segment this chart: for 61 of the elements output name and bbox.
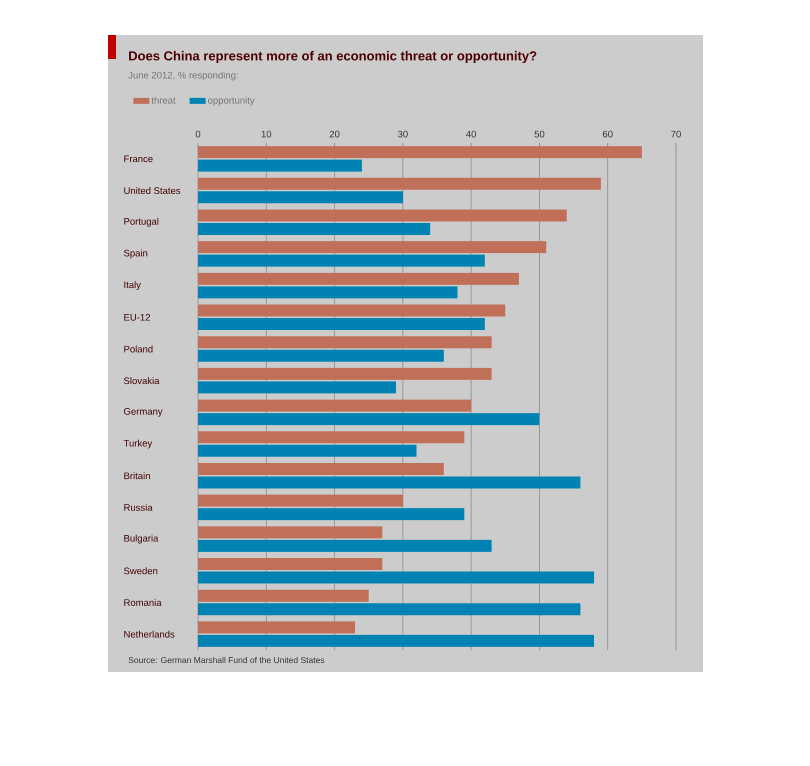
x-tick-label: 40 xyxy=(466,130,476,138)
y-tick-label: Portugal xyxy=(124,218,158,227)
bar xyxy=(198,160,362,172)
y-tick-label: Spain xyxy=(124,249,148,258)
y-tick-label: Britain xyxy=(124,472,150,480)
bar xyxy=(198,621,356,634)
bar xyxy=(198,400,472,412)
bar xyxy=(198,146,642,158)
bar xyxy=(198,590,369,602)
y-tick-label: Germany xyxy=(124,408,163,417)
y-tick-label: Slovakia xyxy=(124,377,160,384)
y-tick-label: Bulgaria xyxy=(124,534,158,544)
x-tick-label: 50 xyxy=(534,130,544,138)
bar xyxy=(198,254,485,267)
bar xyxy=(198,304,506,317)
bar xyxy=(198,222,430,235)
y-tick-label: EU-12 xyxy=(124,314,150,321)
chart-subtitle: June 2012, % responding: xyxy=(128,72,238,80)
bar xyxy=(198,350,444,362)
bar xyxy=(198,178,601,190)
bar xyxy=(198,241,546,254)
bar xyxy=(198,413,540,426)
bar xyxy=(198,508,464,520)
legend-label: threat xyxy=(151,96,176,104)
bar xyxy=(198,336,492,348)
y-tick-label: Russia xyxy=(124,504,153,511)
x-tick-label: 20 xyxy=(330,130,340,138)
source-note: Source: German Marshall Fund of the United States xyxy=(128,656,324,664)
x-tick-label: 70 xyxy=(671,130,681,138)
bar xyxy=(198,368,492,380)
bar xyxy=(198,540,492,552)
bar xyxy=(198,603,580,616)
bar xyxy=(198,526,382,538)
bar xyxy=(198,431,464,444)
y-tick-label: Romania xyxy=(124,598,162,606)
bar xyxy=(198,272,519,285)
y-tick-label: France xyxy=(124,156,153,162)
bar xyxy=(198,558,382,570)
y-tick-label: Turkey xyxy=(124,440,152,448)
bar xyxy=(198,572,594,584)
chart-title: Does China represent more of an economic threat or opportunity? xyxy=(129,50,536,64)
bar xyxy=(198,634,594,647)
bar xyxy=(198,381,396,394)
bar xyxy=(198,191,403,204)
x-tick-label: 30 xyxy=(398,130,408,138)
bar xyxy=(198,318,485,330)
legend-label: opportunity xyxy=(208,96,255,106)
bar xyxy=(198,209,567,222)
y-tick-label: Sweden xyxy=(124,567,158,574)
y-tick-label: Italy xyxy=(124,281,141,290)
x-tick-label: 0 xyxy=(196,130,200,138)
y-tick-label: Poland xyxy=(124,345,152,352)
y-tick-label: Netherlands xyxy=(124,630,174,638)
bar xyxy=(198,444,417,457)
bar xyxy=(198,476,580,488)
y-tick-label: United States xyxy=(124,187,180,194)
bar xyxy=(198,494,403,507)
bar xyxy=(198,286,458,298)
x-tick-label: 10 xyxy=(262,130,272,138)
bar xyxy=(198,462,444,475)
x-tick-label: 60 xyxy=(602,130,613,138)
